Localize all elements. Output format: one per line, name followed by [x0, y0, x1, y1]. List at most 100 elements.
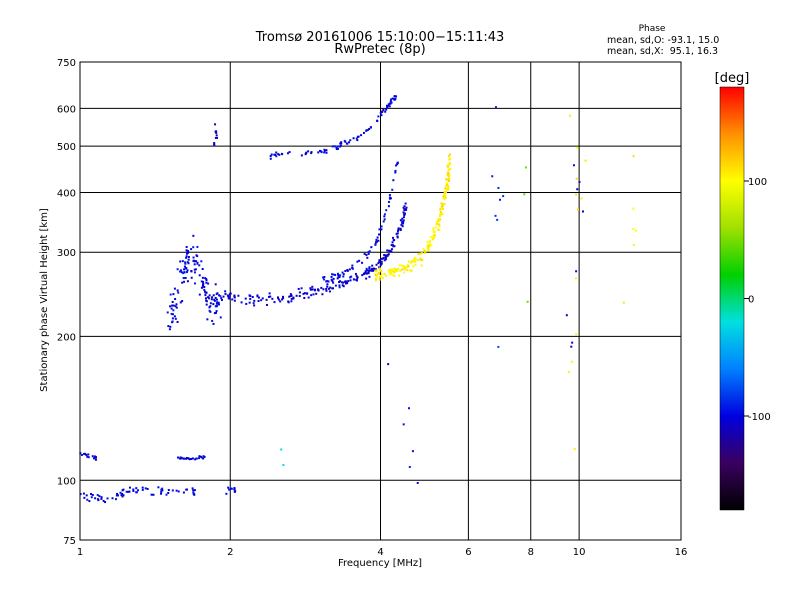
data-point [444, 187, 447, 190]
data-point [213, 312, 216, 315]
data-point [376, 119, 379, 122]
data-point [413, 260, 416, 263]
data-point [405, 269, 408, 272]
data-point [348, 141, 351, 144]
data-point [367, 272, 370, 275]
data-point [423, 250, 426, 253]
data-point [122, 494, 125, 497]
plot-grid [80, 62, 681, 540]
data-point [447, 171, 450, 174]
data-point [185, 249, 188, 252]
x-tick-label: 8 [528, 547, 534, 558]
colorbar-tick-label: 100 [748, 177, 767, 188]
data-point [387, 253, 390, 256]
data-point [184, 261, 187, 264]
data-point [208, 306, 211, 309]
data-point [171, 321, 174, 324]
data-point [182, 491, 185, 494]
data-point [227, 295, 230, 298]
data-point [365, 277, 368, 280]
data-point [198, 274, 201, 277]
data-point [403, 271, 406, 274]
data-point [205, 279, 208, 282]
data-point [393, 245, 396, 248]
data-point [307, 150, 310, 153]
stats-o-mode: mean, sd,O: -93.1, 15.0 [607, 35, 719, 46]
data-point [91, 494, 94, 497]
data-point [375, 240, 378, 243]
data-point [395, 232, 398, 235]
data-point [380, 257, 383, 260]
data-point [496, 218, 499, 221]
data-point [341, 271, 344, 274]
data-point [152, 493, 155, 496]
data-point [392, 179, 395, 182]
data-point [161, 487, 164, 490]
data-point [407, 265, 410, 268]
data-point [88, 500, 91, 503]
data-point [347, 280, 350, 283]
data-point [360, 134, 363, 137]
data-point [342, 273, 345, 276]
data-point [208, 309, 211, 312]
data-point [349, 276, 352, 279]
data-point [181, 300, 184, 303]
data-point [343, 280, 346, 283]
data-point [445, 178, 448, 181]
data-point [211, 319, 214, 322]
data-point [392, 245, 395, 248]
data-point [419, 257, 422, 260]
data-point [368, 269, 371, 272]
data-point [335, 146, 338, 149]
data-point [269, 155, 272, 158]
data-point [204, 290, 207, 293]
data-point [179, 270, 182, 273]
data-point [323, 151, 326, 154]
data-point [181, 260, 184, 263]
data-point [244, 297, 247, 300]
colorbar-tick-label: -100 [748, 412, 771, 423]
data-point [214, 130, 217, 133]
data-point [330, 276, 333, 279]
data-point [379, 274, 382, 277]
data-point [224, 290, 227, 293]
data-point [331, 280, 334, 283]
data-point [401, 217, 404, 220]
data-point [202, 284, 205, 287]
data-point [193, 282, 196, 285]
data-point [225, 492, 228, 495]
data-point [177, 490, 180, 493]
data-point [580, 197, 583, 200]
data-point [83, 496, 86, 499]
data-point [128, 490, 131, 493]
data-point [192, 492, 195, 495]
data-point [282, 297, 285, 300]
data-point [208, 297, 211, 300]
data-point [342, 281, 345, 284]
data-point [230, 487, 233, 490]
data-point [391, 97, 394, 100]
data-point [233, 487, 236, 490]
data-point [394, 171, 397, 174]
data-point [253, 304, 256, 307]
data-point [84, 452, 87, 455]
data-point [444, 190, 447, 193]
data-point [387, 363, 390, 366]
data-point [192, 491, 195, 494]
data-point [390, 101, 393, 104]
data-point [172, 293, 175, 296]
data-point [336, 272, 339, 275]
y-axis-ticks: 75 100 200 300 400 500 600 750 [57, 58, 76, 547]
data-point [196, 261, 199, 264]
data-point [96, 498, 99, 501]
data-point [202, 282, 205, 285]
data-point [104, 501, 107, 504]
data-point [346, 268, 349, 271]
data-point [433, 236, 436, 239]
data-point [410, 261, 413, 264]
data-point [351, 267, 354, 270]
data-point [179, 260, 182, 263]
data-point [317, 151, 320, 154]
data-point [170, 312, 173, 315]
data-point [401, 222, 404, 225]
